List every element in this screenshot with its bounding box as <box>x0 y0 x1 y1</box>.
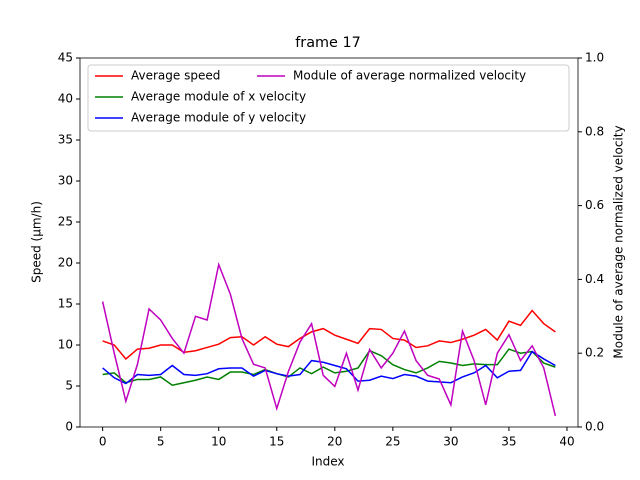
y2-tick-label: 1.0 <box>585 51 604 65</box>
y-tick-label: 10 <box>58 338 73 352</box>
x-tick-label: 40 <box>559 435 574 449</box>
x-tick-label: 5 <box>157 435 165 449</box>
y-tick-label: 25 <box>58 215 73 229</box>
y-axis-label: Speed (μm/h) <box>30 201 44 283</box>
x-tick-label: 0 <box>99 435 107 449</box>
y2-tick-label: 0.8 <box>585 124 604 138</box>
legend-label: Module of average normalized velocity <box>293 69 526 83</box>
series-line <box>102 348 556 386</box>
legend-label: Average module of y velocity <box>131 111 306 125</box>
x-tick-label: 20 <box>327 435 342 449</box>
legend-box <box>87 64 570 132</box>
y-tick-label: 30 <box>58 174 73 188</box>
chart-title: frame 17 <box>295 35 361 51</box>
x-axis-label: Index <box>311 455 344 469</box>
y-tick-label: 35 <box>58 133 73 147</box>
y-tick-label: 5 <box>65 379 73 393</box>
series-line <box>102 350 556 385</box>
y2-axis-label: Module of average normalized velocity <box>612 125 626 358</box>
y-tick-label: 0 <box>65 420 73 434</box>
y-tick-label: 45 <box>58 51 73 65</box>
y2-tick-label: 0.2 <box>585 346 604 360</box>
y-tick-label: 20 <box>58 256 73 270</box>
y2-tick-label: 0.4 <box>585 272 604 286</box>
x-tick-label: 15 <box>269 435 284 449</box>
x-tick-label: 35 <box>501 435 516 449</box>
legend-label: Average speed <box>131 69 220 83</box>
y-tick-label: 15 <box>58 297 73 311</box>
series-line <box>101 262 557 417</box>
x-tick-label: 30 <box>443 435 458 449</box>
y2-tick-label: 0.6 <box>585 198 604 212</box>
y-tick-label: 40 <box>58 92 73 106</box>
series-line <box>102 309 556 361</box>
y2-tick-label: 0.0 <box>585 420 604 434</box>
x-tick-label: 10 <box>211 435 226 449</box>
plot-frame <box>79 57 579 428</box>
x-tick-label: 25 <box>385 435 400 449</box>
legend-label: Average module of x velocity <box>131 90 306 104</box>
